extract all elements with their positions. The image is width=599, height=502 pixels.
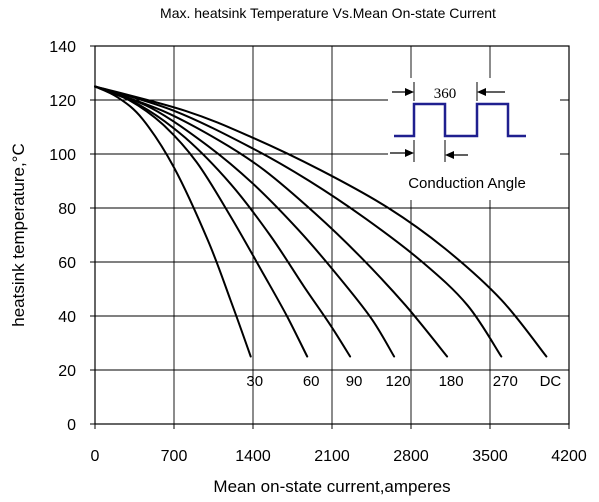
y-tick-label: 120 xyxy=(49,93,76,110)
curve-270 xyxy=(94,85,503,358)
curve-180 xyxy=(94,85,449,358)
angle-right-arrowhead xyxy=(445,151,454,159)
x-tick-label: 700 xyxy=(161,448,188,465)
period-left-arrowhead xyxy=(405,88,414,96)
period-right-arrowhead xyxy=(477,88,486,96)
y-tick-label: 60 xyxy=(58,255,76,272)
curve-label-120: 120 xyxy=(386,373,411,390)
y-tick-label: 100 xyxy=(49,147,76,164)
curve-dc xyxy=(94,85,548,358)
inset-background xyxy=(388,78,560,200)
x-tick-label: 2100 xyxy=(314,448,350,465)
y-tick-label: 40 xyxy=(58,309,76,326)
curve-30 xyxy=(94,85,252,358)
x-tick-label: 0 xyxy=(91,448,100,465)
conduction-angle-caption: Conduction Angle xyxy=(408,175,526,192)
y-tick-label: 80 xyxy=(58,201,76,218)
square-wave xyxy=(394,102,526,138)
curves-layer xyxy=(94,85,548,358)
period-label: 360 xyxy=(434,86,457,102)
x-axis-ticks: 0 700 1400 2100 2800 3500 4200 xyxy=(91,424,587,465)
y-tick-label: 20 xyxy=(58,363,76,380)
curve-label-30: 30 xyxy=(246,373,263,390)
curve-label-dc: DC xyxy=(540,373,562,390)
x-tick-label: 2800 xyxy=(393,448,429,465)
curve-labels-layer: 30 60 90 120 180 270 DC xyxy=(246,373,561,390)
x-axis-label: Mean on-state current,amperes xyxy=(213,477,450,496)
x-tick-label: 4200 xyxy=(551,448,587,465)
x-tick-label: 3500 xyxy=(472,448,508,465)
curve-label-60: 60 xyxy=(303,373,320,390)
curve-label-270: 270 xyxy=(493,373,518,390)
x-tick-label: 1400 xyxy=(235,448,271,465)
curve-120 xyxy=(94,85,396,358)
conduction-angle-inset: 360 Conduction Angle xyxy=(388,78,560,200)
curve-label-180: 180 xyxy=(439,373,464,390)
y-tick-label: 0 xyxy=(67,417,76,434)
curve-90 xyxy=(94,85,352,358)
chart-title: Max. heatsink Temperature Vs.Mean On-sta… xyxy=(160,5,496,21)
y-axis-ticks: 0 20 40 60 80 100 120 140 xyxy=(49,39,95,434)
y-tick-label: 140 xyxy=(49,39,76,56)
curve-label-90: 90 xyxy=(346,373,363,390)
y-axis-label: heatsink temperature,°C xyxy=(9,143,28,327)
angle-left-arrowhead xyxy=(405,149,414,157)
